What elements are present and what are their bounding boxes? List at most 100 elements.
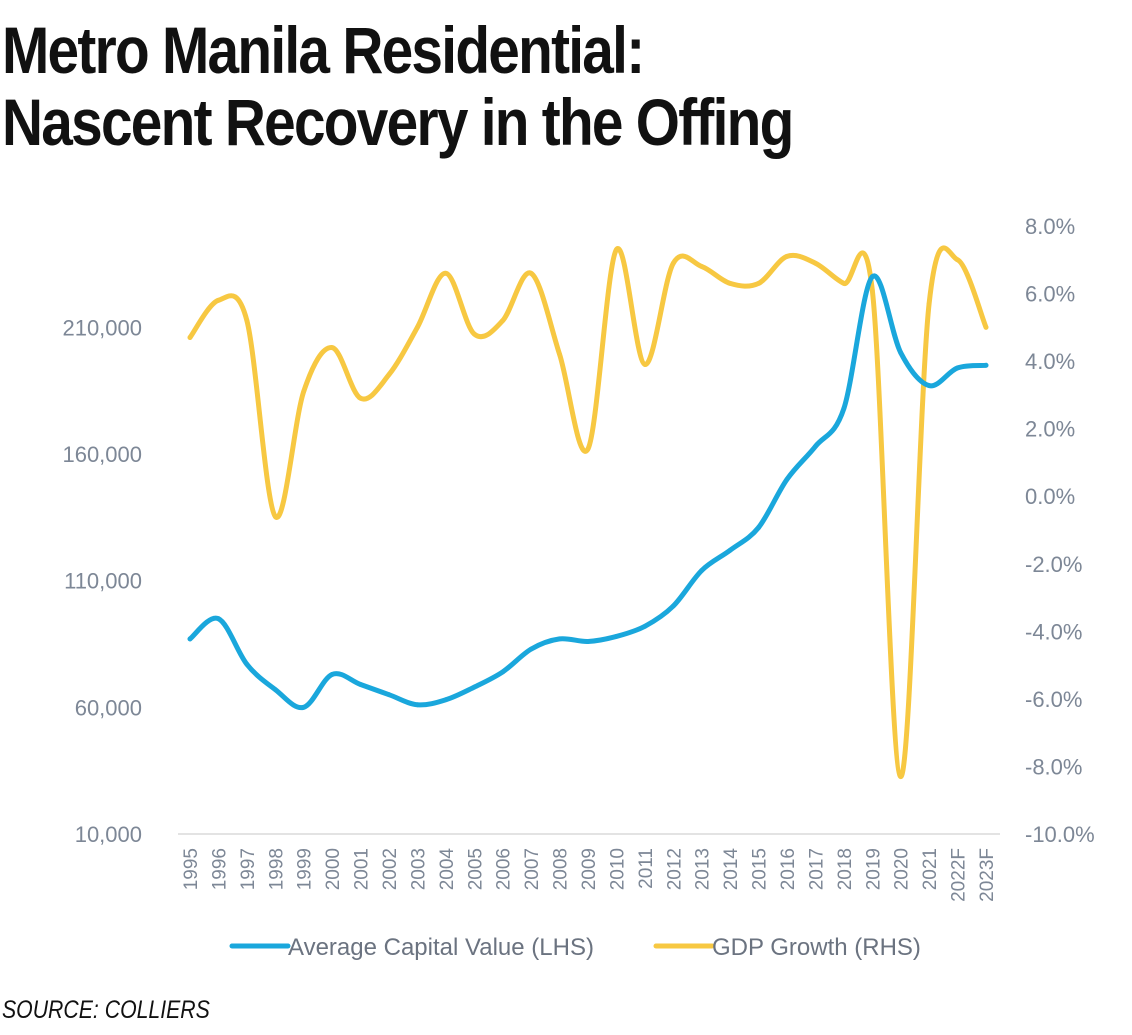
data-point-gdp-growth — [528, 270, 534, 276]
data-point-gdp-growth — [841, 281, 847, 286]
data-point-gdp-growth — [244, 318, 250, 323]
legend: Average Capital Value (LHS) GDP Growth (… — [229, 934, 921, 961]
x-axis-tick-label: 2000 — [323, 848, 344, 890]
right-axis-tick-label: 4.0% — [1025, 349, 1075, 374]
right-axis-tick-label: -10.0% — [1025, 822, 1095, 847]
data-point-gdp-growth — [727, 281, 733, 286]
data-point-gdp-growth — [614, 247, 619, 253]
x-axis-tick-label: 2011 — [636, 848, 657, 889]
right-axis-tick-label: -6.0% — [1025, 687, 1082, 712]
x-axis-tick-label: 2018 — [835, 848, 856, 890]
data-point-average-capital-value — [955, 365, 960, 371]
data-point-average-capital-value — [869, 274, 875, 280]
data-point-average-capital-value — [187, 636, 193, 642]
left-axis-tick-label: 60,000 — [75, 695, 142, 720]
x-axis-tick-label: 2001 — [352, 848, 373, 890]
x-axis-tick-label: 2017 — [806, 848, 827, 890]
left-axis-tick-label: 160,000 — [62, 442, 142, 467]
x-axis-tick-label: 2015 — [750, 848, 771, 890]
data-point-average-capital-value — [926, 383, 932, 388]
chart-title-line-2: Nascent Recovery in the Offing — [2, 85, 794, 159]
data-point-average-capital-value — [244, 661, 250, 667]
data-point-gdp-growth — [784, 254, 790, 259]
x-axis-tick-label: 2008 — [551, 848, 572, 890]
x-axis-tick-label: 2016 — [778, 848, 799, 890]
series-line-average-capital-value — [187, 273, 989, 711]
data-point-gdp-growth — [216, 297, 221, 303]
right-axis-tick-label: 2.0% — [1025, 417, 1075, 442]
x-axis-tick-label: 1995 — [181, 848, 202, 890]
data-point-gdp-growth — [272, 514, 278, 519]
data-point-gdp-growth — [358, 395, 363, 401]
data-point-gdp-growth — [386, 372, 392, 377]
data-point-average-capital-value — [216, 616, 221, 622]
data-point-average-capital-value — [614, 634, 619, 639]
legend-label-average-capital-value: Average Capital Value (LHS) — [288, 934, 594, 961]
data-point-average-capital-value — [500, 669, 506, 675]
data-point-gdp-growth — [670, 260, 676, 266]
left-axis-tick-label: 210,000 — [62, 315, 142, 340]
x-axis-tick-label: 2019 — [863, 848, 884, 890]
data-point-gdp-growth — [187, 335, 193, 340]
right-axis-tick-labels: -10.0% -8.0% -6.0% -4.0% -2.0% 0.0% 2.0% 4.0% 6.… — [1025, 214, 1095, 847]
x-axis-tick-label: 2009 — [579, 848, 600, 890]
x-axis-tick-label: 2014 — [721, 848, 742, 891]
data-point-average-capital-value — [642, 623, 648, 629]
data-point-average-capital-value — [443, 697, 449, 703]
data-point-gdp-growth — [415, 324, 420, 330]
data-point-gdp-growth — [898, 774, 904, 779]
right-axis-tick-label: -4.0% — [1025, 619, 1082, 644]
data-point-average-capital-value — [756, 525, 761, 530]
left-axis-tick-label: 110,000 — [64, 569, 142, 594]
series-line-gdp-growth — [187, 245, 989, 780]
data-point-gdp-growth — [813, 260, 818, 266]
data-point-average-capital-value — [670, 603, 676, 609]
data-point-average-capital-value — [301, 704, 307, 710]
x-axis-tick-label: 2020 — [892, 848, 913, 890]
x-axis-tick-label: 2023F — [977, 848, 998, 902]
data-point-average-capital-value — [329, 672, 335, 677]
chart-title-line-1: Metro Manila Residential: — [2, 13, 645, 87]
right-axis-tick-label: 6.0% — [1025, 282, 1075, 307]
x-axis-tick-label: 2003 — [408, 848, 429, 890]
data-point-average-capital-value — [557, 636, 562, 642]
data-point-gdp-growth — [329, 345, 335, 350]
x-axis-tick-label: 2002 — [380, 848, 401, 890]
legend-label-gdp-growth: GDP Growth (RHS) — [712, 934, 921, 961]
source-note: SOURCE: COLLIERS — [2, 996, 210, 1024]
x-axis-tick-label: 2013 — [693, 848, 714, 890]
data-point-average-capital-value — [528, 646, 534, 652]
right-axis-tick-label: -8.0% — [1025, 754, 1082, 779]
left-axis-tick-label: 10,000 — [75, 822, 142, 847]
data-point-average-capital-value — [898, 350, 904, 356]
data-point-gdp-growth — [585, 446, 591, 452]
series-layer — [187, 245, 989, 780]
data-point-average-capital-value — [841, 406, 847, 411]
x-axis-tick-label: 2021 — [920, 848, 941, 890]
x-axis-tick-labels: 1995 1996 1997 1998 1999 2000 2001 2002 2003 2004… — [181, 848, 998, 902]
data-point-average-capital-value — [784, 476, 790, 482]
right-axis-tick-label: 8.0% — [1025, 214, 1075, 239]
data-point-gdp-growth — [557, 352, 562, 357]
data-point-average-capital-value — [386, 692, 392, 698]
data-point-gdp-growth — [500, 318, 506, 323]
x-axis-tick-label: 2006 — [494, 848, 515, 890]
data-point-gdp-growth — [756, 281, 761, 286]
data-point-gdp-growth — [699, 264, 705, 269]
x-axis-tick-label: 2012 — [664, 848, 685, 890]
x-axis-tick-label: 2005 — [465, 848, 486, 890]
data-point-average-capital-value — [415, 702, 420, 708]
x-axis-tick-label: 2022F — [949, 848, 970, 902]
data-point-gdp-growth — [955, 257, 960, 263]
data-point-average-capital-value — [272, 687, 278, 692]
data-point-average-capital-value — [699, 568, 705, 573]
right-axis-tick-label: -2.0% — [1025, 552, 1082, 577]
x-axis-tick-label: 1996 — [209, 848, 230, 890]
x-axis-tick-label: 2004 — [437, 848, 458, 891]
data-point-average-capital-value — [358, 682, 363, 687]
data-point-gdp-growth — [301, 389, 307, 394]
chart-title: Metro Manila Residential: Nascent Recove… — [2, 14, 965, 158]
x-axis-tick-label: 1997 — [238, 848, 259, 890]
data-point-average-capital-value — [813, 444, 818, 449]
data-point-average-capital-value — [983, 362, 989, 368]
